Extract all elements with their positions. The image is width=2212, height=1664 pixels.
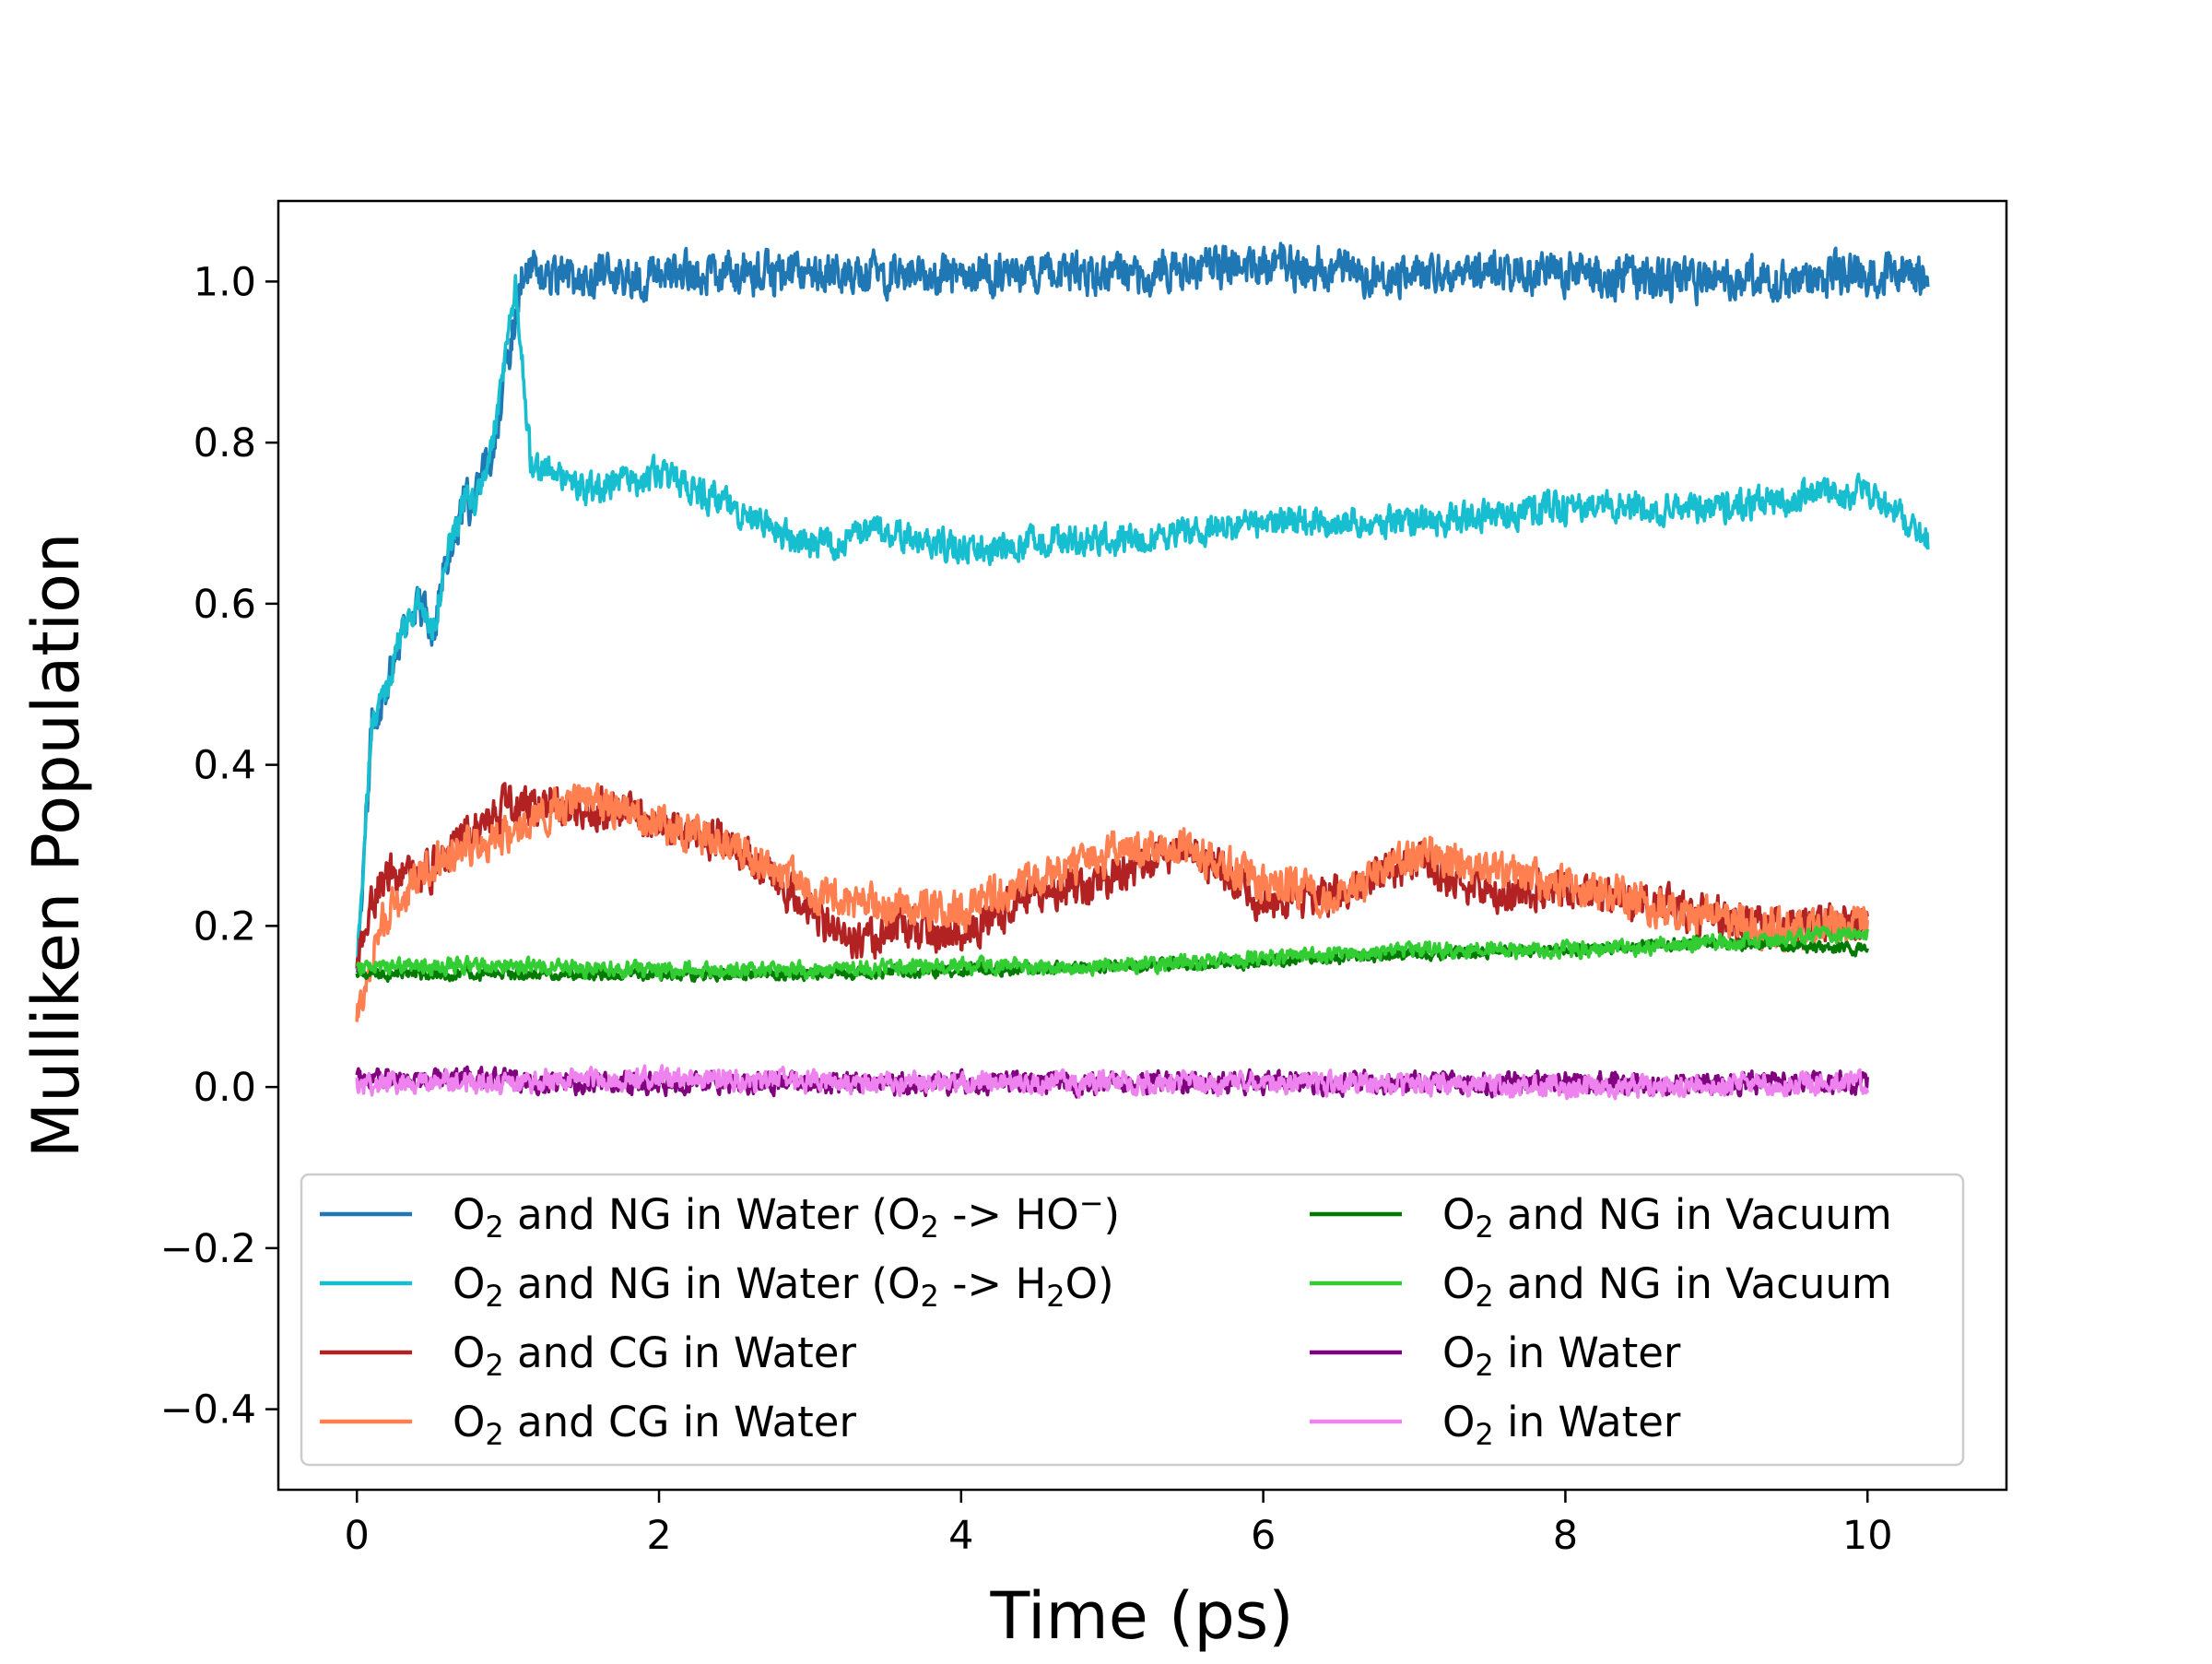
y-tick-label: 0.0: [194, 1065, 256, 1111]
legend-label-cg-water-1: O2 and CG in Water: [453, 1328, 856, 1383]
x-axis-ticks: 0 2 4 6 8 10: [345, 1490, 1893, 1559]
y-axis-ticks: −0.4 −0.2 0.0 0.2 0.4 0.6 0.8 1.0: [160, 259, 278, 1434]
legend-label-ng-water-ho: O2 and NG in Water (O2 -> HO−): [453, 1186, 1120, 1245]
x-tick-label: 0: [345, 1513, 370, 1559]
y-tick-label: 1.0: [194, 259, 256, 305]
y-axis-label: Mulliken Population: [18, 533, 94, 1159]
series-line-ng-water-h2o: [355, 274, 1930, 970]
x-tick-label: 4: [948, 1513, 973, 1559]
series-line-cg-water-2: [355, 782, 1869, 1022]
x-tick-label: 10: [1842, 1513, 1893, 1559]
series-layer: [355, 242, 1930, 1101]
legend-label-ng-vacuum-2: O2 and NG in Vacuum: [1442, 1259, 1892, 1314]
y-tick-label: 0.4: [194, 743, 256, 789]
legend-label-ng-vacuum-1: O2 and NG in Vacuum: [1442, 1190, 1892, 1245]
y-tick-label: 0.6: [194, 582, 256, 628]
series-line-ng-water-ho: [355, 242, 1930, 974]
series-line-water-2: [355, 1064, 1869, 1101]
y-tick-label: 0.2: [194, 903, 256, 950]
legend-frame: [300, 1173, 1965, 1467]
y-tick-label: −0.4: [160, 1387, 256, 1434]
x-axis-label: Time (ps): [989, 1578, 1293, 1654]
x-tick-label: 8: [1553, 1513, 1578, 1559]
plot-frame: [276, 199, 2008, 1492]
legend-label-cg-water-2: O2 and CG in Water: [453, 1398, 856, 1452]
legend-label-water-1: O2 in Water: [1442, 1328, 1681, 1383]
y-tick-label: 0.8: [194, 420, 256, 466]
series-line-ng-vacuum-2: [355, 926, 1869, 981]
legend-label-ng-water-h2o: O2 and NG in Water (O2 -> H2O): [453, 1259, 1114, 1314]
legend-label-water-2: O2 in Water: [1442, 1398, 1681, 1452]
y-tick-label: −0.2: [160, 1226, 256, 1272]
x-tick-label: 2: [646, 1513, 671, 1559]
x-tick-label: 6: [1251, 1513, 1276, 1559]
legend: O2 and NG in Water (O2 -> HO−) O2 and NG …: [300, 1173, 1965, 1467]
